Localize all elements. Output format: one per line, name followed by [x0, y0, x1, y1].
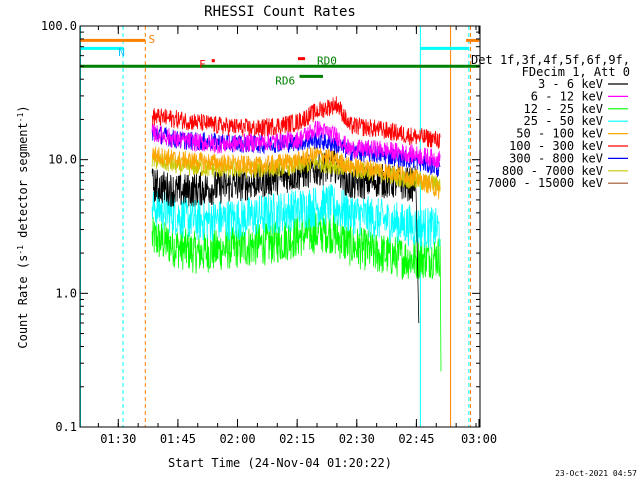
plot-area: S N F RD0 RD6 — [80, 26, 480, 427]
annotation-label-n: N — [118, 46, 125, 59]
legend-entry-label: 25 - 50 keV — [524, 114, 603, 128]
legend-entry-label: 7000 - 15000 keV — [487, 176, 603, 190]
x-tick-label: 01:45 — [160, 432, 196, 446]
x-tick-label: 02:30 — [339, 432, 375, 446]
series-line-1 — [151, 120, 441, 168]
x-tick-label: 02:45 — [398, 432, 434, 446]
annotation-label-s: S — [148, 33, 155, 46]
annotation-label-rd6: RD6 — [275, 75, 295, 88]
y-tick-label: 0.1 — [55, 420, 77, 434]
legend: Det 1f,3f,4f,5f,6f,9f,FDecim 1, Att 03 -… — [471, 53, 630, 190]
x-tick-label: 02:00 — [219, 432, 255, 446]
series-line-4 — [151, 146, 441, 200]
legend-entry-label: 800 - 7000 keV — [502, 164, 603, 178]
legend-entry-label: 100 - 300 keV — [509, 139, 603, 153]
y-tick-label: 1.0 — [55, 286, 77, 300]
y-axis-label: Count Rate (s-1 detector segment-1) — [16, 105, 30, 348]
y-tick-label: 100.0 — [41, 19, 77, 33]
plot-frame — [79, 25, 481, 428]
x-tick-label: 03:00 — [461, 432, 497, 446]
legend-entry-label: 300 - 800 keV — [509, 151, 603, 165]
series-line-3 — [151, 184, 441, 250]
footer-timestamp: 23-Oct-2021 04:57 — [555, 469, 637, 478]
legend-entry-label: 50 - 100 keV — [516, 127, 603, 141]
annotation-label-f: F — [199, 58, 206, 71]
legend-entry-label: 3 - 6 keV — [538, 77, 603, 91]
legend-header-line: Det 1f,3f,4f,5f,6f,9f, — [471, 53, 630, 67]
series-line-2 — [151, 212, 442, 372]
axes: 0.1 1.0 10.0 100.0 01:30 01:45 02:00 02:15 02:30… — [41, 19, 497, 446]
legend-entry-label: 6 - 12 keV — [531, 89, 603, 103]
series-line-5 — [151, 96, 441, 150]
x-tick-label: 01:30 — [100, 432, 136, 446]
x-tick-label: 02:15 — [279, 432, 315, 446]
x-axis-label: Start Time (24-Nov-04 01:20:22) — [168, 456, 392, 470]
annotation-label-rd0: RD0 — [317, 55, 337, 68]
legend-header-line: FDecim 1, Att 0 — [522, 65, 630, 79]
chart-title: RHESSI Count Rates — [204, 4, 356, 20]
legend-entry-label: 12 - 25 keV — [524, 102, 603, 116]
y-tick-label: 10.0 — [48, 153, 77, 167]
